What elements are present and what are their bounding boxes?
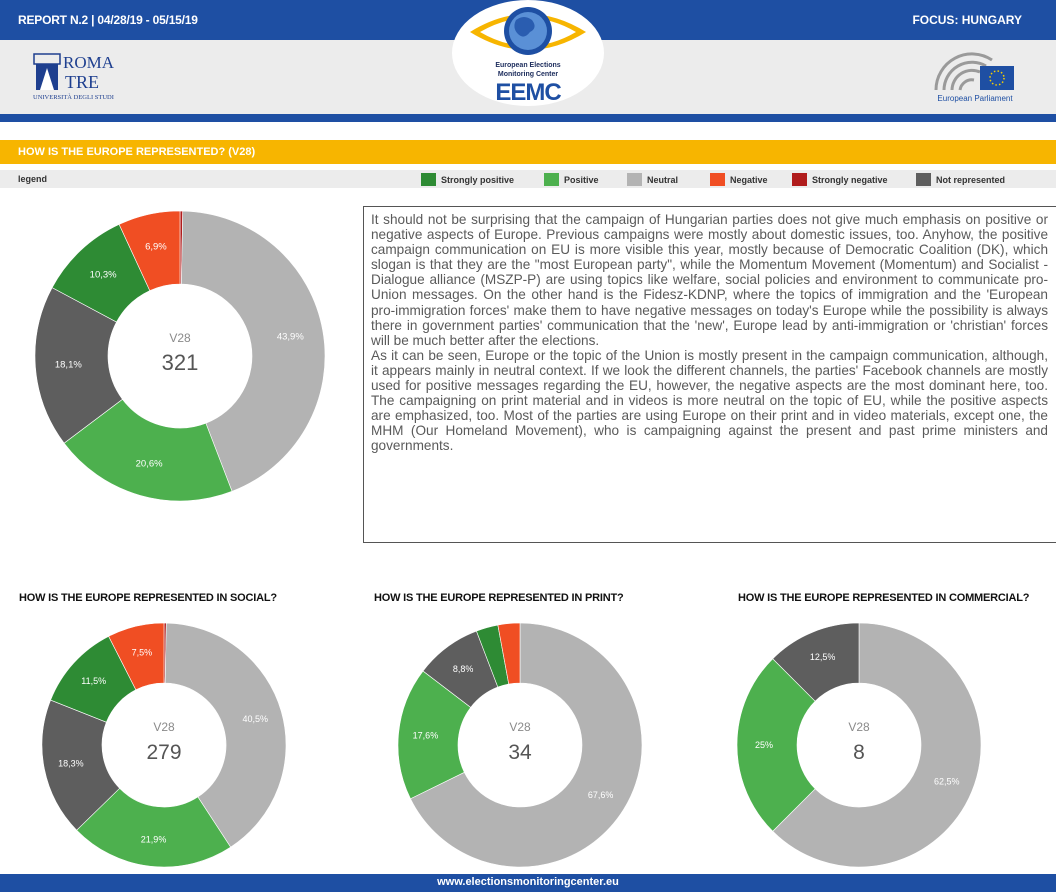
legend-swatch — [792, 173, 807, 186]
header-divider — [0, 114, 1056, 122]
slice-data-label: 40,5% — [243, 714, 269, 724]
analysis-text-box: It should not be surprising that the cam… — [363, 206, 1056, 543]
legend-swatch — [544, 173, 559, 186]
legend-item-neutral: Neutral — [627, 173, 678, 186]
legend-item-not-represented: Not represented — [916, 173, 1005, 186]
slice-data-label: 8,8% — [453, 664, 474, 674]
donut-center-label: V28 — [169, 331, 191, 345]
european-parliament-logo: European Parliament — [930, 50, 1020, 108]
donut-slice-neutral — [164, 622, 287, 848]
legend-item-strongly-positive: Strongly positive — [421, 173, 514, 186]
donut-center-total: 8 — [853, 741, 865, 764]
slice-data-label: 17,6% — [413, 731, 439, 741]
donut-center-label: V28 — [153, 720, 175, 734]
legend-swatch — [421, 173, 436, 186]
print-donut-chart: 67,6% 17,6% 8,8% V28 34 — [397, 622, 643, 868]
donut-slice-positive — [76, 787, 232, 868]
donut-slice-not-represented — [34, 287, 123, 444]
donut-center-total: 34 — [508, 741, 532, 764]
eye-globe-icon — [470, 7, 586, 55]
legend-bar: legend Strongly positive Positive Neutra… — [0, 170, 1056, 188]
legend-swatch — [916, 173, 931, 186]
legend-swatch — [710, 173, 725, 186]
slice-data-label: 11,5% — [81, 676, 106, 686]
print-chart-title: HOW IS THE EUROPE REPRESENTED IN PRINT? — [374, 592, 624, 604]
slice-data-label: 62,5% — [934, 776, 960, 786]
slice-data-label: 10,3% — [90, 270, 117, 281]
slice-data-label: 6,9% — [145, 242, 167, 253]
donut-slice-negative — [108, 622, 165, 691]
eemc-line1: European Elections — [495, 62, 561, 69]
commercial-chart-title: HOW IS THE EUROPE REPRESENTED IN COMMERC… — [738, 592, 1030, 604]
donut-center-label: V28 — [509, 720, 531, 734]
parliament-hemicycle-icon — [934, 52, 1014, 91]
roma-line2: TRE — [65, 72, 99, 92]
analysis-paragraph-2: As it can be seen, Europe or the topic o… — [371, 347, 1048, 454]
slice-data-label: 12,5% — [810, 652, 836, 662]
roma-line3: UNIVERSITÀ DEGLI STUDI — [33, 93, 114, 101]
legend-item-positive: Positive — [544, 173, 599, 186]
donut-slice-negative — [497, 622, 521, 685]
legend-label: Neutral — [647, 174, 679, 185]
eemc-logo: European Elections Monitoring Center EEM… — [458, 2, 598, 114]
donut-center-total: 279 — [146, 741, 181, 764]
donut-slice-not-represented — [772, 622, 860, 702]
slice-data-label: 21,9% — [141, 834, 167, 844]
roma-tre-emblem-icon: ROMA TRE UNIVERSITÀ DEGLI STUDI — [33, 53, 115, 101]
slice-data-label: 20,6% — [136, 459, 163, 470]
eemc-acronym: EEMC — [495, 79, 561, 106]
legend-item-negative: Negative — [710, 173, 768, 186]
donut-center-total: 321 — [162, 350, 199, 375]
legend-label: Negative — [730, 174, 768, 185]
donut-center-label: V28 — [848, 720, 870, 734]
donut-slice-neutral — [772, 622, 982, 868]
legend-item-strongly-negative: Strongly negative — [792, 173, 888, 186]
slice-data-label: 18,1% — [55, 360, 82, 371]
section-title-bar: HOW IS THE EUROPE REPRESENTED? (V28) — [0, 140, 1056, 164]
donut-slice-neutral — [181, 210, 326, 492]
report-label: REPORT N.2 | 04/28/19 - 05/15/19 — [18, 13, 198, 27]
roma-line1: ROMA — [63, 53, 115, 72]
slice-data-label: 43,9% — [277, 332, 304, 343]
slice-data-label: 67,6% — [588, 790, 614, 800]
analysis-paragraph-1: It should not be surprising that the cam… — [371, 212, 1048, 348]
legend-title: legend — [18, 174, 48, 184]
roma-tre-logo: ROMA TRE UNIVERSITÀ DEGLI STUDI — [32, 52, 124, 102]
donut-slice-positive — [736, 658, 816, 832]
donut-slice-positive — [63, 398, 233, 502]
social-chart-title: HOW IS THE EUROPE REPRESENTED IN SOCIAL? — [19, 592, 277, 604]
donut-slice-negative — [118, 210, 181, 292]
legend-label: Strongly positive — [441, 174, 515, 185]
section-title: HOW IS THE EUROPE REPRESENTED? (V28) — [18, 146, 256, 158]
legend-label: Positive — [564, 174, 599, 185]
main-donut-chart: 43,9% 20,6% 18,1% 10,3% 6,9% V28 321 — [34, 210, 326, 502]
footer-url: www.electionsmonitoringcenter.eu — [0, 874, 1056, 892]
focus-label: FOCUS: HUNGARY — [912, 13, 1022, 27]
slice-data-label: 7,5% — [132, 648, 153, 658]
slice-data-label: 18,3% — [58, 759, 84, 769]
social-donut-chart: 40,5% 21,9% 18,3% 11,5% 7,5% V28 279 — [41, 622, 287, 868]
eemc-line2: Monitoring Center — [497, 71, 559, 78]
ep-label: European Parliament — [937, 94, 1013, 103]
legend-swatch — [627, 173, 642, 186]
commercial-donut-chart: 62,5% 25% 12,5% V28 8 — [736, 622, 982, 868]
legend-label: Not represented — [936, 174, 1006, 185]
donut-slice-neutral — [410, 622, 643, 868]
donut-slice-not-represented — [41, 699, 121, 831]
legend-label: Strongly negative — [812, 174, 888, 185]
slice-data-label: 25% — [755, 740, 773, 750]
